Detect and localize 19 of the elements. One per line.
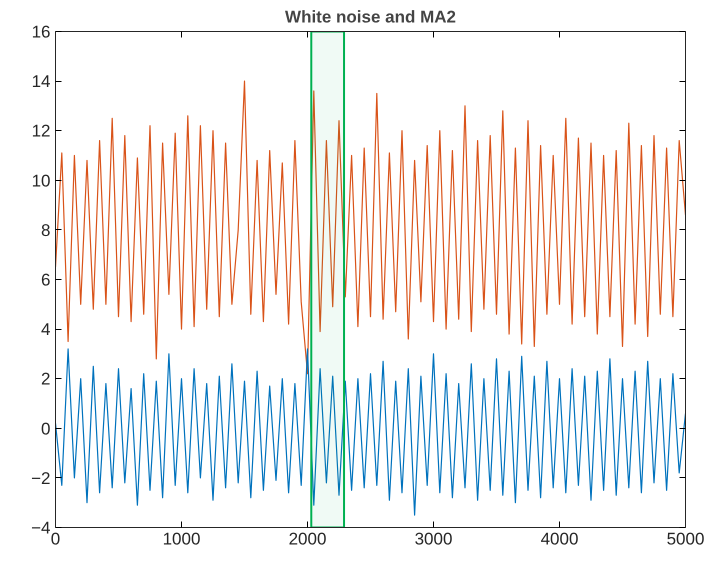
- y-tick-label: 12: [32, 122, 51, 141]
- line-series: [56, 348, 686, 516]
- x-tick-label: 1000: [162, 530, 200, 548]
- y-tick-label: 8: [41, 220, 51, 240]
- y-tick-label: 2: [41, 370, 51, 389]
- y-tick-label: 0: [41, 419, 51, 438]
- y-tick-label: 6: [41, 270, 51, 290]
- y-tick-label: −4: [31, 518, 51, 538]
- x-tick-label: 3000: [414, 530, 452, 548]
- line-series: [56, 80, 686, 374]
- y-tick-label: 10: [32, 171, 51, 190]
- y-tick-label: −2: [31, 468, 51, 488]
- y-tick-label: 14: [32, 72, 51, 92]
- chart-title: White noise and MA2: [285, 8, 456, 26]
- x-tick-label: 5000: [666, 530, 704, 548]
- y-tick-label: 16: [32, 22, 51, 42]
- x-tick-label: 2000: [288, 530, 326, 548]
- x-tick-label: 4000: [540, 530, 578, 548]
- y-tick-label: 4: [41, 320, 51, 340]
